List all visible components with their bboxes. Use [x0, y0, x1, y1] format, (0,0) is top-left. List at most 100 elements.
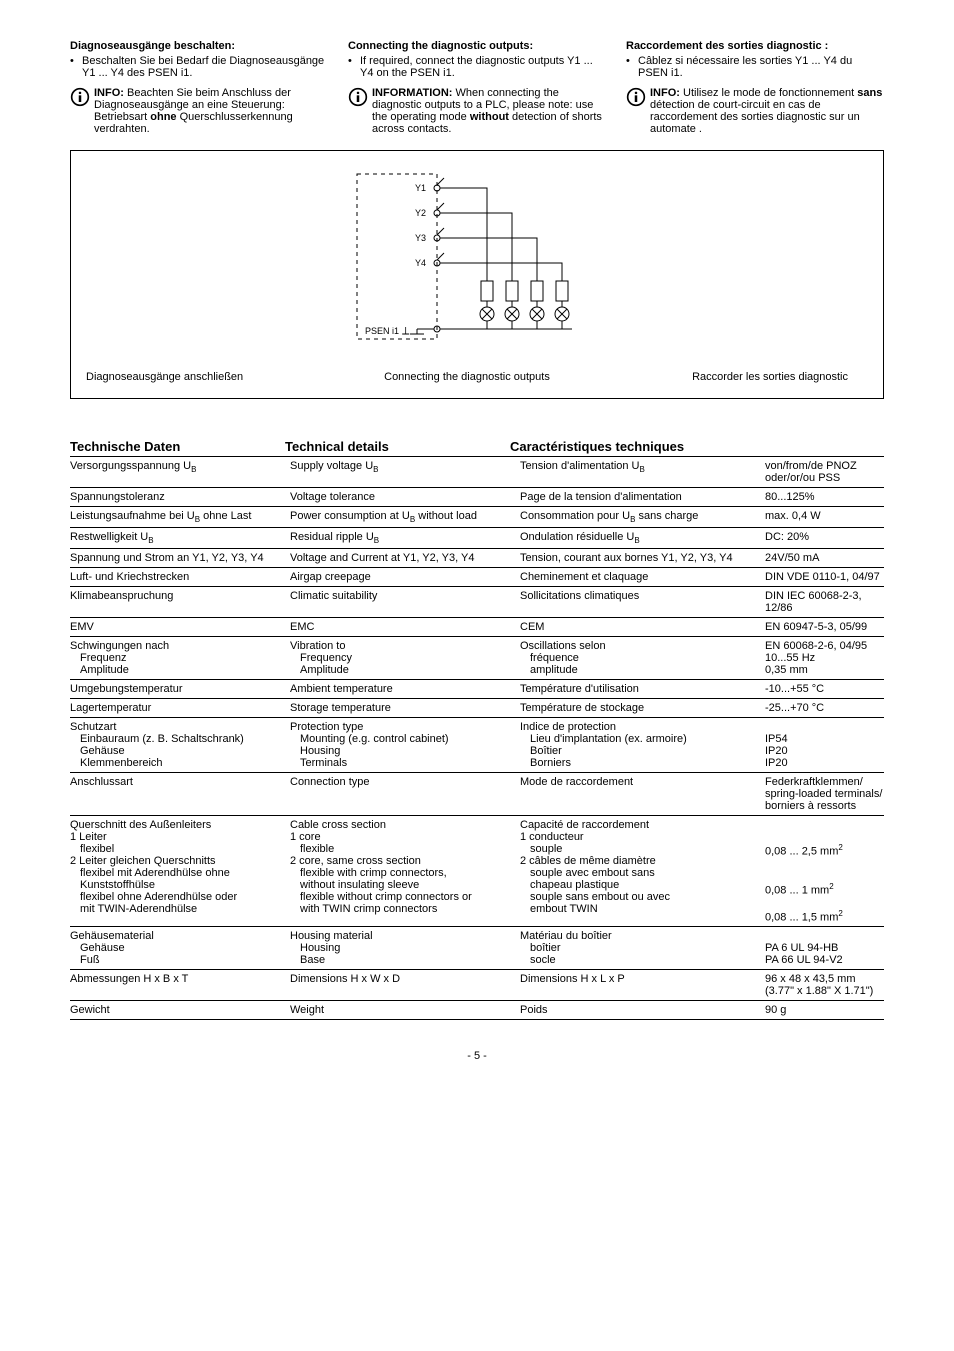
cell-de: SchutzartEinbauraum (z. B. Schaltschrank…	[70, 721, 290, 769]
bullet-text-fr: Câblez si nécessaire les sorties Y1 ... …	[638, 55, 884, 79]
info-de: INFO: Beachten Sie beim Anschluss der Di…	[70, 87, 328, 135]
cell-val: 90 g	[765, 1004, 884, 1016]
th-fr: Caractéristiques techniques	[510, 439, 884, 454]
diagram-box: PSEN i1 Y1 Y2 Y3 Y4	[70, 150, 884, 399]
svg-text:Y4: Y4	[415, 258, 426, 268]
info-label-en: INFORMATION:	[372, 87, 452, 99]
info-b-fr: détection de court-circuit en cas de rac…	[650, 99, 860, 135]
tech-row: AnschlussartConnection typeMode de racco…	[70, 773, 884, 816]
cell-val: EN 60947-5-3, 05/99	[765, 621, 884, 633]
tech-row: Schwingungen nachFrequenzAmplitudeVibrat…	[70, 637, 884, 680]
cell-fr: Mode de raccordement	[520, 776, 765, 812]
cell-fr: Page de la tension d'alimentation	[520, 491, 765, 503]
bullet-en: • If required, connect the diagnostic ou…	[348, 55, 606, 79]
tech-row: KlimabeanspruchungClimatic suitabilitySo…	[70, 587, 884, 618]
cell-en: Climatic suitability	[290, 590, 520, 614]
info-text-fr: INFO: Utilisez le mode de fonctionnement…	[650, 87, 884, 135]
cell-fr: Sollicitations climatiques	[520, 590, 765, 614]
info-text-de: INFO: Beachten Sie beim Anschluss der Di…	[94, 87, 328, 135]
cell-de: EMV	[70, 621, 290, 633]
cell-de: Lagertemperatur	[70, 702, 290, 714]
bullet-text-de: Beschalten Sie bei Bedarf die Diagnoseau…	[82, 55, 328, 79]
info-icon	[626, 87, 650, 135]
cell-fr: Matériau du boîtierboîtiersocle	[520, 930, 765, 966]
cell-val: Federkraftklemmen/spring-loaded terminal…	[765, 776, 884, 812]
th-en: Technical details	[285, 439, 510, 454]
svg-text:⟂: ⟂	[402, 325, 410, 337]
tech-row: SpannungstoleranzVoltage tolerancePage d…	[70, 488, 884, 507]
tech-row: Spannung und Strom an Y1, Y2, Y3, Y4Volt…	[70, 549, 884, 568]
bullet-de: • Beschalten Sie bei Bedarf die Diagnose…	[70, 55, 328, 79]
cell-de: Anschlussart	[70, 776, 290, 812]
cell-val: PA 6 UL 94-HBPA 66 UL 94-V2	[765, 930, 884, 966]
cell-fr: Dimensions H x L x P	[520, 973, 765, 997]
tech-row: Luft- und KriechstreckenAirgap creepageC…	[70, 568, 884, 587]
tech-row: GehäusematerialGehäuseFußHousing materia…	[70, 927, 884, 970]
info-en: INFORMATION: When connecting the diagnos…	[348, 87, 606, 135]
cell-en: Ambient temperature	[290, 683, 520, 695]
info-a-fr: Utilisez le mode de fonctionnement	[680, 87, 857, 99]
tech-headers: Technische Daten Technical details Carac…	[70, 439, 884, 457]
cell-val: -10...+55 °C	[765, 683, 884, 695]
cell-fr: Ondulation résiduelle UB	[520, 531, 765, 545]
info-fr: INFO: Utilisez le mode de fonctionnement…	[626, 87, 884, 135]
cell-fr: Cheminement et claquage	[520, 571, 765, 583]
cell-val: DIN VDE 0110-1, 04/97	[765, 571, 884, 583]
tech-row: Restwelligkeit UBResidual ripple UBOndul…	[70, 528, 884, 549]
tech-row: Abmessungen H x B x TDimensions H x W x …	[70, 970, 884, 1001]
cell-val: von/from/de PNOZ oder/or/ou PSS	[765, 460, 884, 484]
info-bold-de: ohne	[150, 111, 176, 123]
tech-row: UmgebungstemperaturAmbient temperatureTe…	[70, 680, 884, 699]
cell-val: 80...125%	[765, 491, 884, 503]
page-number: - 5 -	[70, 1050, 884, 1062]
tech-row: LagertemperaturStorage temperatureTempér…	[70, 699, 884, 718]
col-fr: Raccordement des sorties diagnostic : • …	[626, 40, 884, 135]
device-label: PSEN i1	[365, 326, 399, 336]
bullet-fr: • Câblez si nécessaire les sorties Y1 ..…	[626, 55, 884, 79]
tech-row: SchutzartEinbauraum (z. B. Schaltschrank…	[70, 718, 884, 773]
cell-fr: Tension, courant aux bornes Y1, Y2, Y3, …	[520, 552, 765, 564]
cell-de: Schwingungen nachFrequenzAmplitude	[70, 640, 290, 676]
svg-text:Y3: Y3	[415, 233, 426, 243]
title-de: Diagnoseausgänge beschalten:	[70, 40, 328, 52]
cell-fr: CEM	[520, 621, 765, 633]
bullet-dot: •	[626, 55, 638, 79]
info-text-en: INFORMATION: When connecting the diagnos…	[372, 87, 606, 135]
cell-val: EN 60068-2-6, 04/9510...55 Hz0,35 mm	[765, 640, 884, 676]
cell-en: Residual ripple UB	[290, 531, 520, 545]
cell-val: -25...+70 °C	[765, 702, 884, 714]
cell-fr: Oscillations selonfréquenceamplitude	[520, 640, 765, 676]
cell-de: Versorgungsspannung UB	[70, 460, 290, 484]
col-de: Diagnoseausgänge beschalten: • Beschalte…	[70, 40, 328, 135]
cell-de: Gewicht	[70, 1004, 290, 1016]
bullet-dot: •	[70, 55, 82, 79]
cell-en: Supply voltage UB	[290, 460, 520, 484]
tech-row: GewichtWeightPoids90 g	[70, 1001, 884, 1020]
cell-val: DC: 20%	[765, 531, 884, 545]
info-label-de: INFO:	[94, 87, 124, 99]
info-label-fr: INFO:	[650, 87, 680, 99]
diagram-captions: Diagnoseausgänge anschließen Connecting …	[86, 371, 868, 383]
cell-de: Umgebungstemperatur	[70, 683, 290, 695]
cell-fr: Consommation pour UB sans charge	[520, 510, 765, 524]
cell-en: Cable cross section1 coreflexible2 core,…	[290, 819, 520, 923]
cell-en: Housing materialHousingBase	[290, 930, 520, 966]
tech-row: Leistungsaufnahme bei UB ohne LastPower …	[70, 507, 884, 528]
col-en: Connecting the diagnostic outputs: • If …	[348, 40, 606, 135]
info-bold-fr: sans	[857, 87, 882, 99]
cell-en: Dimensions H x W x D	[290, 973, 520, 997]
instruction-columns: Diagnoseausgänge beschalten: • Beschalte…	[70, 40, 884, 135]
cell-val: 0,08 ... 2,5 mm20,08 ... 1 mm20,08 ... 1…	[765, 819, 884, 923]
cell-val: 24V/50 mA	[765, 552, 884, 564]
cell-en: Weight	[290, 1004, 520, 1016]
cell-de: Restwelligkeit UB	[70, 531, 290, 545]
cell-val: DIN IEC 60068-2-3, 12/86	[765, 590, 884, 614]
tech-row: Versorgungsspannung UBSupply voltage UBT…	[70, 457, 884, 488]
cell-en: Voltage tolerance	[290, 491, 520, 503]
tech-row: Querschnitt des Außenleiters1 Leiterflex…	[70, 816, 884, 927]
cell-val: 96 x 48 x 43,5 mm(3.77" x 1.88" X 1.71")	[765, 973, 884, 997]
cell-de: Luft- und Kriechstrecken	[70, 571, 290, 583]
cell-fr: Température de stockage	[520, 702, 765, 714]
cap-fr: Raccorder les sorties diagnostic	[594, 371, 868, 383]
info-icon	[70, 87, 94, 135]
